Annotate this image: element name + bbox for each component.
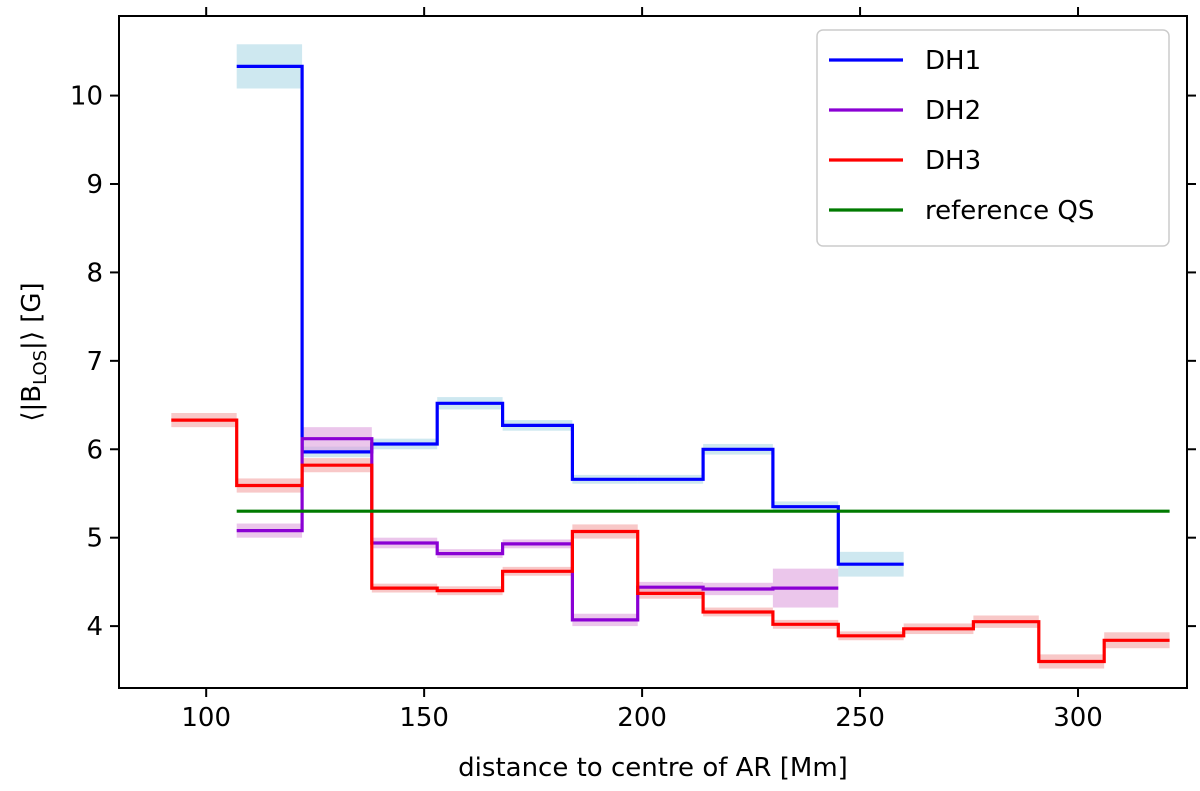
x-tick-label: 250 [835,703,885,733]
y-axis-label: ⟨|BLOS|⟩ [G] [17,282,51,421]
series-line-dh2 [236,437,839,622]
axis-ticks: 100 150 200 250 300 4 5 6 7 8 9 10 [70,7,1196,733]
x-tick-label: 100 [181,703,231,733]
legend-box [816,29,1170,247]
y-tick-label: 7 [86,347,103,377]
series-lines [171,64,1170,664]
legend-label: DH2 [925,96,981,126]
x-tick-label: 150 [399,703,449,733]
y-tick-label: 10 [70,82,103,112]
y-tick-label: 8 [86,258,103,288]
x-axis-label: distance to centre of AR [Mm] [458,753,848,783]
plot-frame [118,15,1188,689]
legend-label: DH1 [925,46,981,76]
x-tick-label: 200 [617,703,667,733]
legend: DH1 DH2 DH3 reference QS [816,29,1170,247]
series-line-dh1 [236,64,904,566]
y-axis-label-subscript: LOS [30,350,51,385]
series-line-dh3 [171,418,1170,664]
x-tick-label: 300 [1053,703,1103,733]
y-tick-label: 9 [86,170,103,200]
y-tick-label: 6 [86,435,103,465]
y-tick-label: 5 [86,524,103,554]
legend-label: DH3 [925,146,981,176]
legend-label: reference QS [925,196,1094,226]
y-tick-label: 4 [86,612,103,642]
